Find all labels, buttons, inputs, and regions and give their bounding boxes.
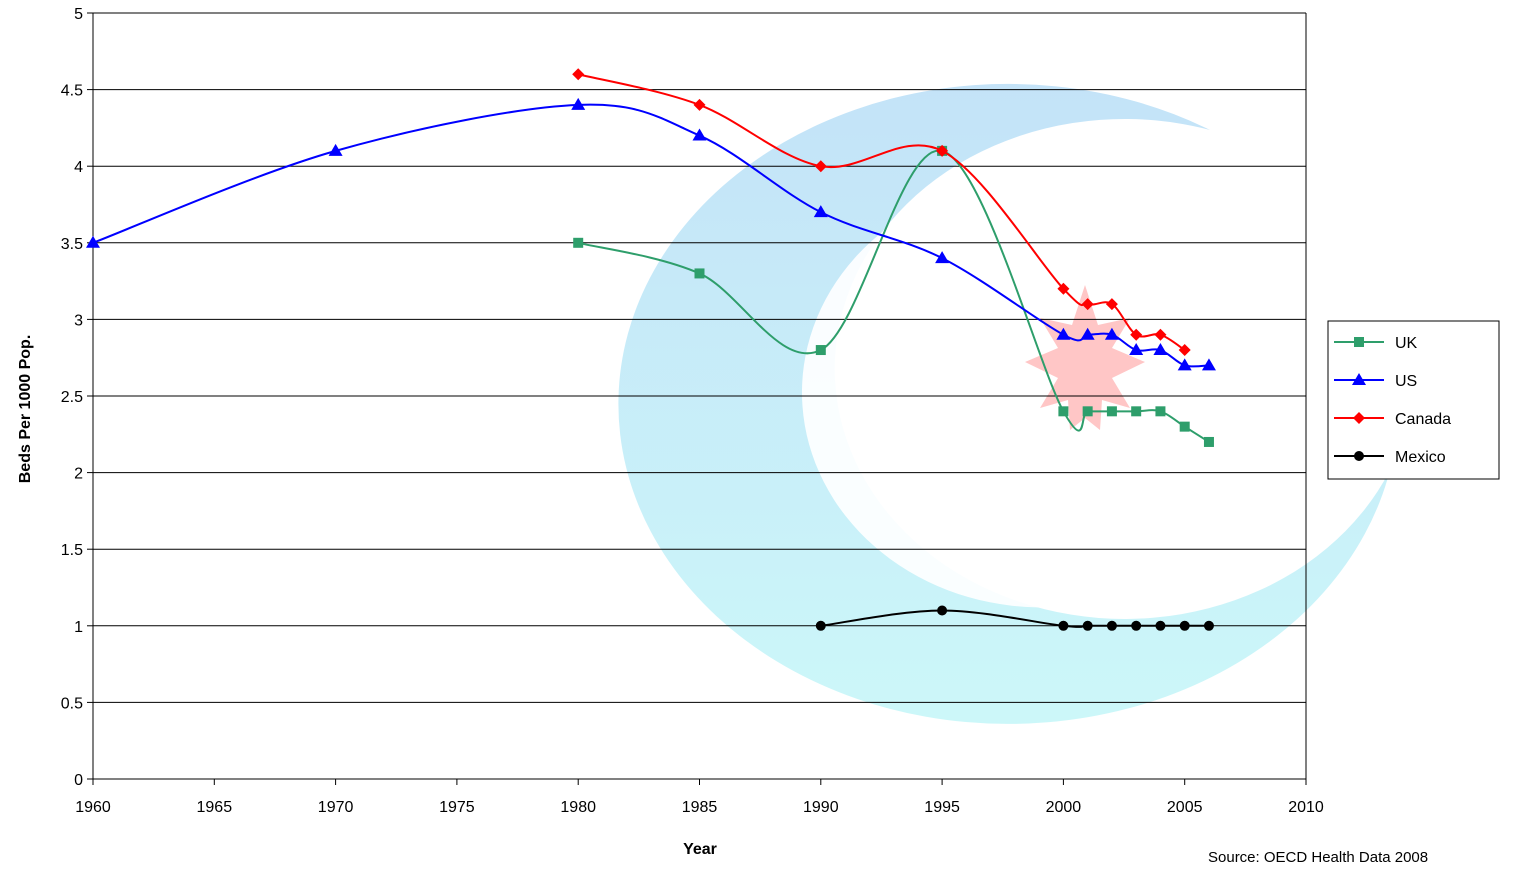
data-point-uk bbox=[694, 268, 705, 279]
x-tick-label: 1980 bbox=[560, 799, 596, 816]
series-canada bbox=[572, 68, 1191, 357]
legend-marker-mexico bbox=[1354, 451, 1364, 461]
series-mexico bbox=[815, 605, 1214, 631]
data-point-canada bbox=[1154, 328, 1167, 341]
y-tick-label: 1 bbox=[74, 619, 83, 636]
data-point-canada bbox=[693, 98, 706, 111]
data-point-canada bbox=[1081, 298, 1094, 311]
data-point-mexico bbox=[1179, 620, 1190, 631]
data-point-canada bbox=[1057, 282, 1070, 295]
y-tick-label: 1.5 bbox=[61, 542, 83, 559]
data-point-us bbox=[86, 235, 100, 248]
watermark-inner-cut bbox=[801, 180, 1280, 608]
data-point-mexico bbox=[1131, 620, 1142, 631]
y-tick-label: 4.5 bbox=[61, 83, 83, 100]
series-line-us bbox=[92, 103, 1210, 368]
data-point-us bbox=[1201, 358, 1216, 371]
data-point-canada bbox=[936, 144, 949, 157]
legend-marker-us bbox=[1352, 373, 1366, 385]
y-tick-label: 0 bbox=[74, 772, 83, 789]
x-axis-title: Year bbox=[683, 841, 717, 858]
legend-marker-uk bbox=[1354, 337, 1364, 347]
series-lines bbox=[86, 68, 1216, 631]
y-tick-label: 4 bbox=[74, 159, 83, 176]
data-point-us bbox=[692, 128, 707, 141]
data-point-canada bbox=[814, 160, 827, 173]
data-point-us bbox=[571, 97, 586, 110]
data-point-us bbox=[1104, 327, 1119, 340]
data-point-canada bbox=[572, 68, 585, 81]
data-point-uk bbox=[1106, 406, 1117, 417]
data-point-mexico bbox=[1082, 620, 1093, 631]
data-point-uk bbox=[1082, 406, 1093, 417]
legend-label-canada: Canada bbox=[1395, 411, 1451, 428]
y-axis-title: Beds Per 1000 Pop. bbox=[17, 335, 34, 484]
data-point-mexico bbox=[1106, 620, 1117, 631]
y-tick-label: 2 bbox=[74, 466, 83, 483]
gridlines bbox=[93, 12, 1306, 703]
x-tick-label: 1975 bbox=[439, 799, 475, 816]
source-note: Source: OECD Health Data 2008 bbox=[1208, 849, 1428, 865]
data-point-uk bbox=[1155, 406, 1166, 417]
data-point-mexico bbox=[1058, 620, 1069, 631]
x-tick-label: 1965 bbox=[197, 799, 233, 816]
legend-label-mexico: Mexico bbox=[1395, 449, 1446, 466]
data-point-canada bbox=[1105, 298, 1118, 311]
legend-label-us: US bbox=[1395, 373, 1417, 390]
data-point-us bbox=[1129, 343, 1144, 356]
data-point-uk bbox=[1131, 406, 1142, 417]
data-point-us bbox=[935, 251, 950, 264]
data-point-us bbox=[1177, 358, 1192, 371]
data-point-mexico bbox=[1155, 620, 1166, 631]
data-point-us bbox=[328, 143, 343, 156]
legend-marker-canada bbox=[1353, 412, 1365, 424]
data-point-canada bbox=[1130, 328, 1143, 341]
data-point-uk bbox=[573, 237, 584, 248]
data-point-uk bbox=[815, 345, 826, 356]
data-point-mexico bbox=[815, 620, 826, 631]
data-point-mexico bbox=[937, 605, 948, 616]
data-point-us bbox=[813, 205, 828, 218]
data-point-uk bbox=[1203, 436, 1214, 447]
x-tick-label: 1970 bbox=[318, 799, 354, 816]
y-tick-label: 0.5 bbox=[61, 695, 83, 712]
y-tick-label: 3.5 bbox=[61, 236, 83, 253]
data-point-mexico bbox=[1203, 620, 1214, 631]
x-tick-label: 1960 bbox=[75, 799, 111, 816]
data-point-uk bbox=[1179, 421, 1190, 432]
x-tick-label: 1985 bbox=[682, 799, 718, 816]
x-tick-label: 1990 bbox=[803, 799, 839, 816]
data-point-uk bbox=[1058, 406, 1069, 417]
x-tick-label: 1995 bbox=[924, 799, 960, 816]
watermark-logo bbox=[618, 83, 1390, 724]
legend: UK US Canada Mexico bbox=[1327, 320, 1500, 480]
y-tick-label: 5 bbox=[74, 6, 83, 23]
data-point-us bbox=[1056, 327, 1071, 340]
x-tick-label: 2010 bbox=[1288, 799, 1324, 816]
watermark-crescent bbox=[618, 83, 1390, 724]
x-tick-label: 2000 bbox=[1046, 799, 1082, 816]
y-tick-label: 3 bbox=[74, 312, 83, 329]
data-point-canada bbox=[1178, 344, 1191, 357]
legend-label-uk: UK bbox=[1395, 335, 1418, 352]
data-point-us bbox=[1080, 327, 1095, 340]
axes: 0 0.5 1 1.5 2 2.5 3 3.5 4 4.5 5 1960 1965 1970 1975 198… bbox=[61, 6, 1324, 816]
data-point-us bbox=[1153, 343, 1168, 356]
series-us bbox=[86, 97, 1216, 371]
y-tick-label: 2.5 bbox=[61, 389, 83, 406]
x-tick-label: 2005 bbox=[1167, 799, 1203, 816]
